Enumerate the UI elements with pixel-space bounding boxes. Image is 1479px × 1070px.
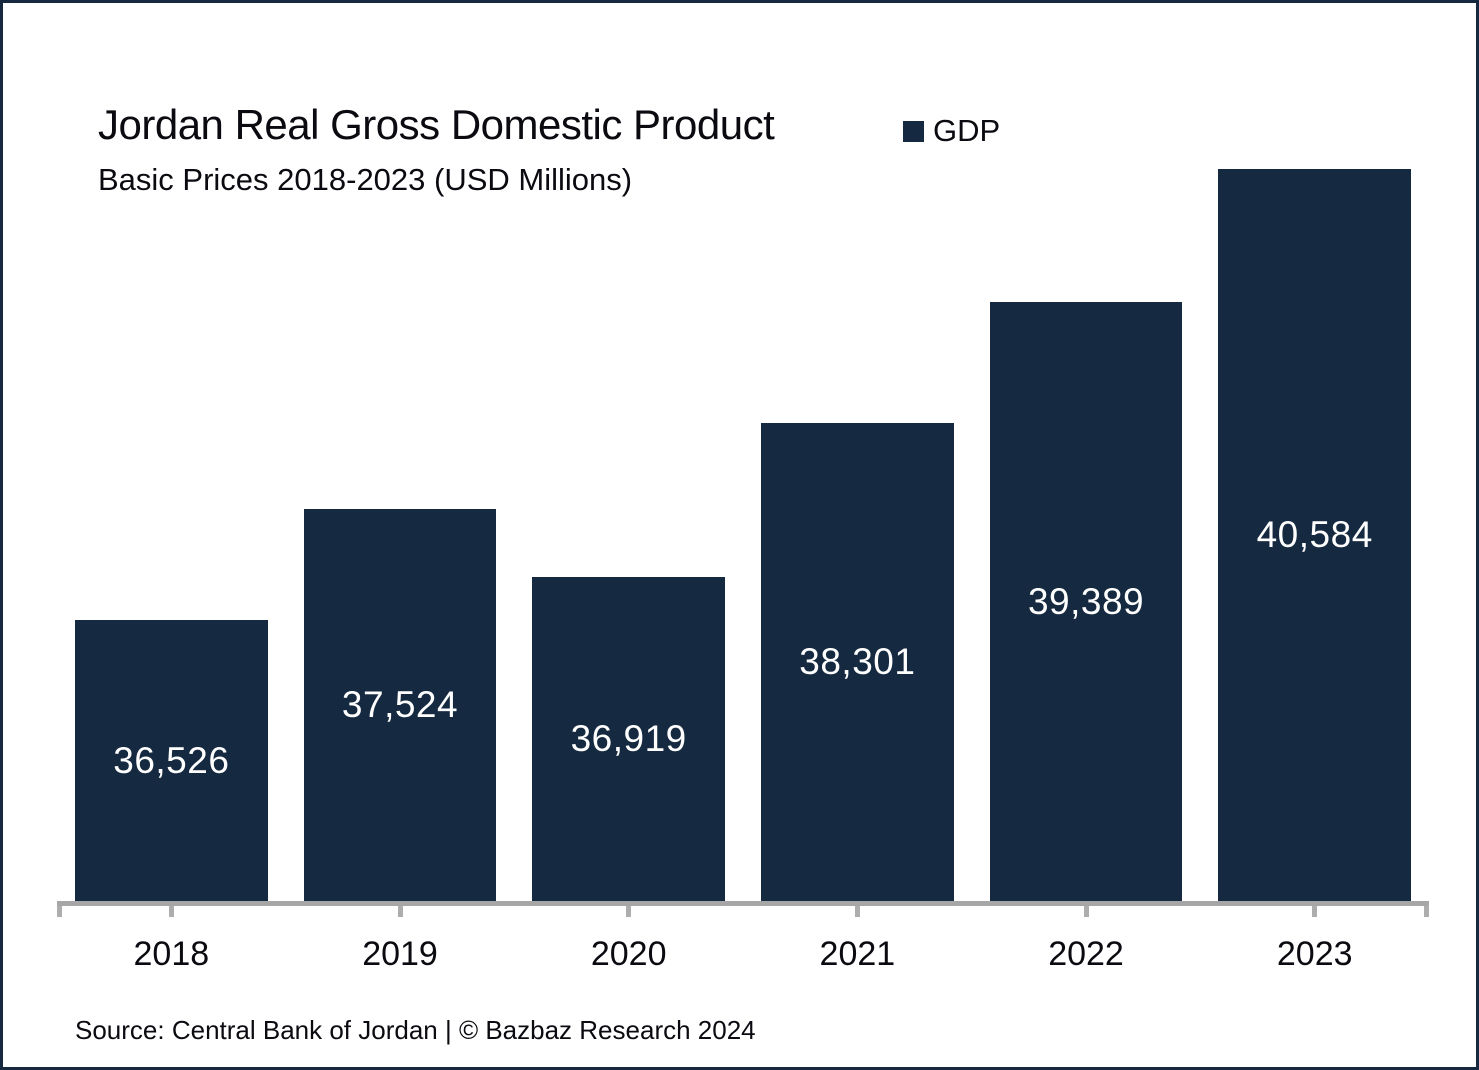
- tick-slot-2022: [972, 906, 1201, 917]
- bar-2021: 38,301: [760, 422, 954, 901]
- bar-value-label-2023: 40,584: [1256, 514, 1373, 556]
- bar-value-label-2020: 36,919: [570, 717, 687, 759]
- chart-title: Jordan Real Gross Domestic Product: [98, 101, 775, 148]
- x-axis-labels: 2018 2019 2020 2021 2022 2023: [57, 935, 1429, 974]
- tick-slot-2021: [743, 906, 972, 917]
- x-axis-tick-2019: [397, 906, 403, 917]
- legend-swatch-icon: [903, 120, 924, 142]
- legend: GDP: [903, 113, 1000, 149]
- x-axis-label-2019: 2019: [362, 935, 438, 973]
- bar-slot-2022: 39,389: [972, 123, 1201, 901]
- x-axis-tick-2021: [854, 906, 860, 917]
- legend-label: GDP: [933, 113, 1001, 148]
- chart-subtitle: Basic Prices 2018-2023 (USD Millions): [98, 162, 633, 197]
- axis-end-tick-left: [57, 906, 62, 917]
- tick-slot-2018: [57, 906, 286, 917]
- bar-2020: 36,919: [532, 576, 726, 901]
- tick-slot-2020: [514, 906, 743, 917]
- x-axis-tick-2020: [626, 906, 632, 917]
- source-note: Source: Central Bank of Jordan | © Bazba…: [75, 1015, 756, 1045]
- x-axis-label-2018: 2018: [133, 935, 210, 973]
- bar-slot-2019: 37,524: [286, 123, 515, 901]
- bar-value-label-2019: 37,524: [341, 684, 459, 726]
- tick-slot-2019: [286, 906, 515, 917]
- bar-value-label-2021: 38,301: [799, 640, 916, 682]
- tick-slot-2023: [1200, 906, 1429, 917]
- bar-2023: 40,584: [1218, 169, 1412, 901]
- bar-slot-2018: 36,526: [57, 123, 286, 901]
- x-axis-label-2021: 2021: [819, 935, 896, 973]
- bar-2018: 36,526: [74, 620, 268, 901]
- bar-slot-2020: 36,919: [514, 123, 743, 901]
- axis-end-tick-right: [1424, 906, 1429, 917]
- x-axis-tick-2022: [1083, 906, 1089, 917]
- x-axis-ticks: [57, 906, 1429, 917]
- x-axis-tick-2018: [168, 906, 174, 917]
- bar-2022: 39,389: [989, 302, 1183, 901]
- bar-slot-2023: 40,584: [1200, 123, 1429, 901]
- x-axis-label-2020: 2020: [590, 935, 667, 973]
- bar-2019: 37,524: [303, 509, 497, 901]
- x-axis-label-2022: 2022: [1048, 935, 1124, 973]
- x-axis-tick-2023: [1312, 906, 1318, 917]
- x-axis-line: [57, 901, 1429, 906]
- bar-value-label-2018: 36,526: [113, 739, 230, 781]
- plot-area: 36,526 37,524 36,919 38,301 39,389 40,584: [57, 123, 1429, 901]
- bar-slot-2021: 38,301: [743, 123, 972, 901]
- x-axis-label-2023: 2023: [1276, 935, 1353, 973]
- bar-value-label-2022: 39,389: [1027, 580, 1145, 622]
